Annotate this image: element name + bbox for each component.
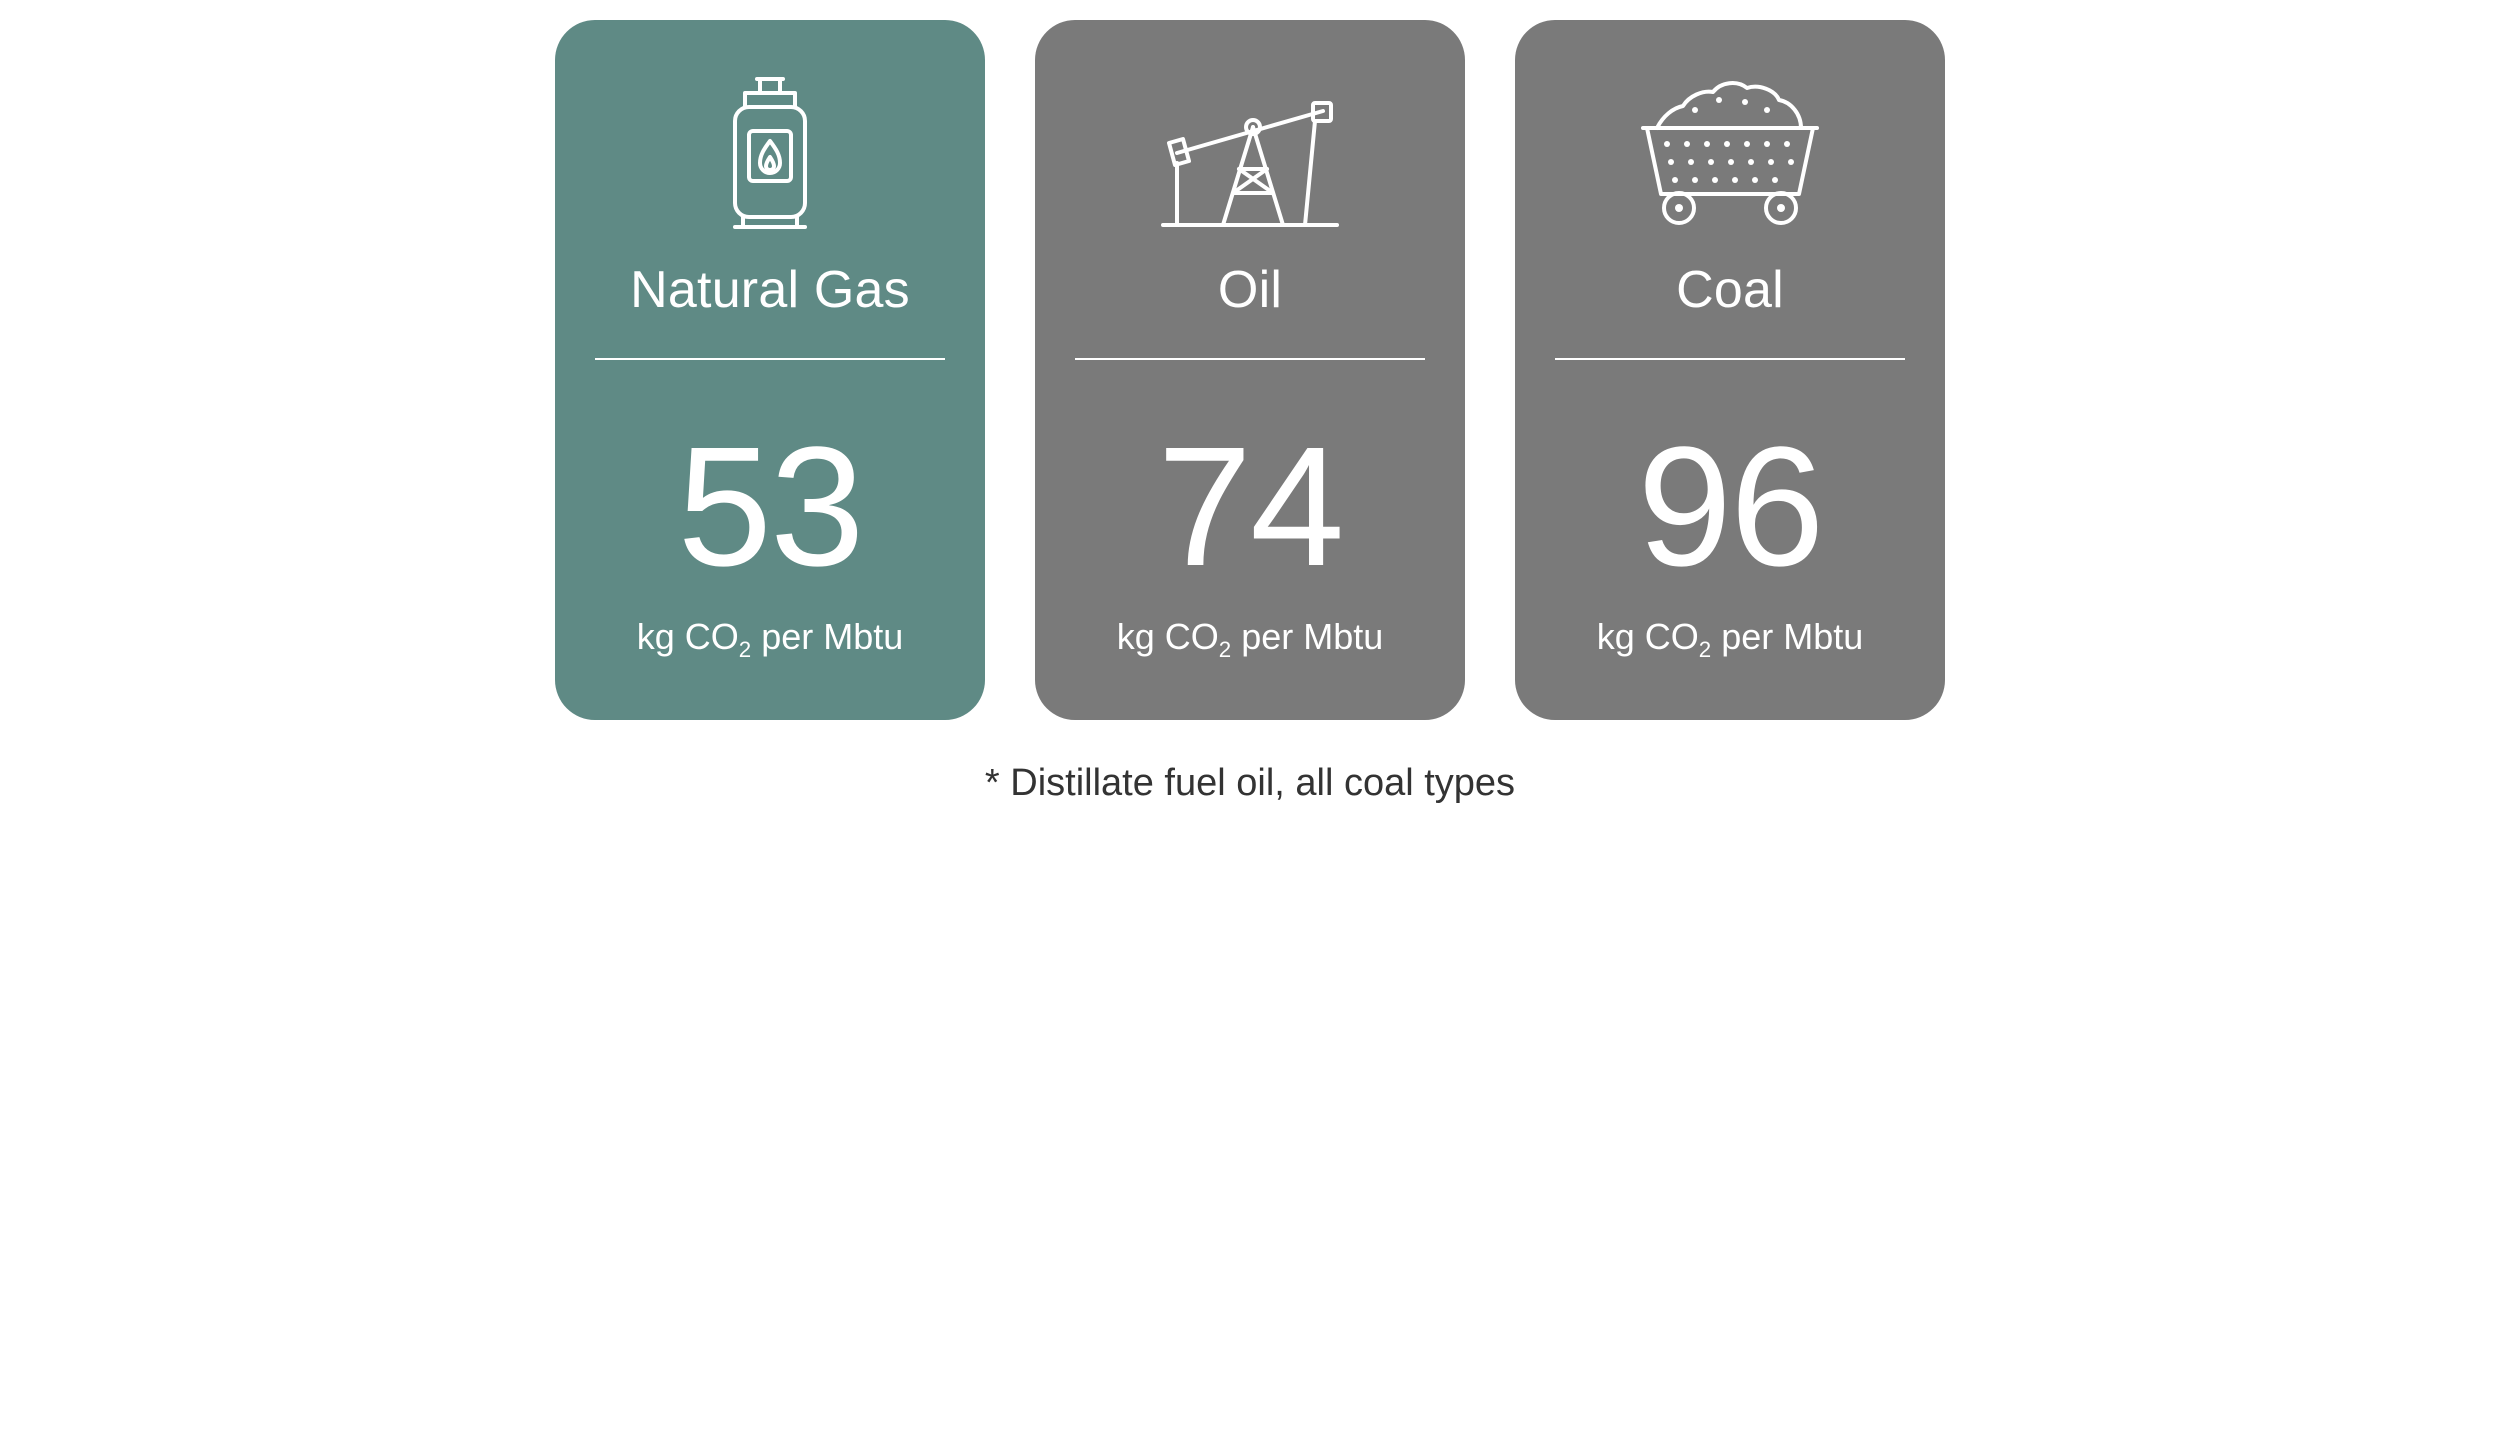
unit-sub: 2 [1699,637,1711,662]
infographic-container: Natural Gas 53 kg CO2 per Mbtu [490,0,2010,805]
card-title: Oil [1218,260,1282,320]
card-unit: kg CO2 per Mbtu [1597,616,1864,663]
card-value: 74 [1157,422,1342,592]
unit-prefix: kg CO [1597,616,1699,657]
unit-sub: 2 [1219,637,1231,662]
card-divider [1555,358,1905,360]
card-value: 96 [1637,422,1822,592]
card-natural-gas: Natural Gas 53 kg CO2 per Mbtu [555,20,985,720]
card-row: Natural Gas 53 kg CO2 per Mbtu [490,20,2010,720]
unit-prefix: kg CO [637,616,739,657]
card-oil: Oil 74 kg CO2 per Mbtu [1035,20,1465,720]
unit-sub: 2 [739,637,751,662]
unit-suffix: per Mbtu [1711,616,1863,657]
card-unit: kg CO2 per Mbtu [1117,616,1384,663]
oil-pump-icon [1075,60,1425,240]
card-title: Coal [1676,260,1784,320]
card-title: Natural Gas [630,260,910,320]
card-unit: kg CO2 per Mbtu [637,616,904,663]
footnote: * Distillate fuel oil, all coal types [490,762,2010,805]
card-divider [595,358,945,360]
card-value: 53 [677,422,862,592]
card-coal: Coal 96 kg CO2 per Mbtu [1515,20,1945,720]
unit-suffix: per Mbtu [751,616,903,657]
coal-cart-icon [1555,60,1905,240]
card-divider [1075,358,1425,360]
gas-cylinder-icon [595,60,945,240]
unit-prefix: kg CO [1117,616,1219,657]
unit-suffix: per Mbtu [1231,616,1383,657]
